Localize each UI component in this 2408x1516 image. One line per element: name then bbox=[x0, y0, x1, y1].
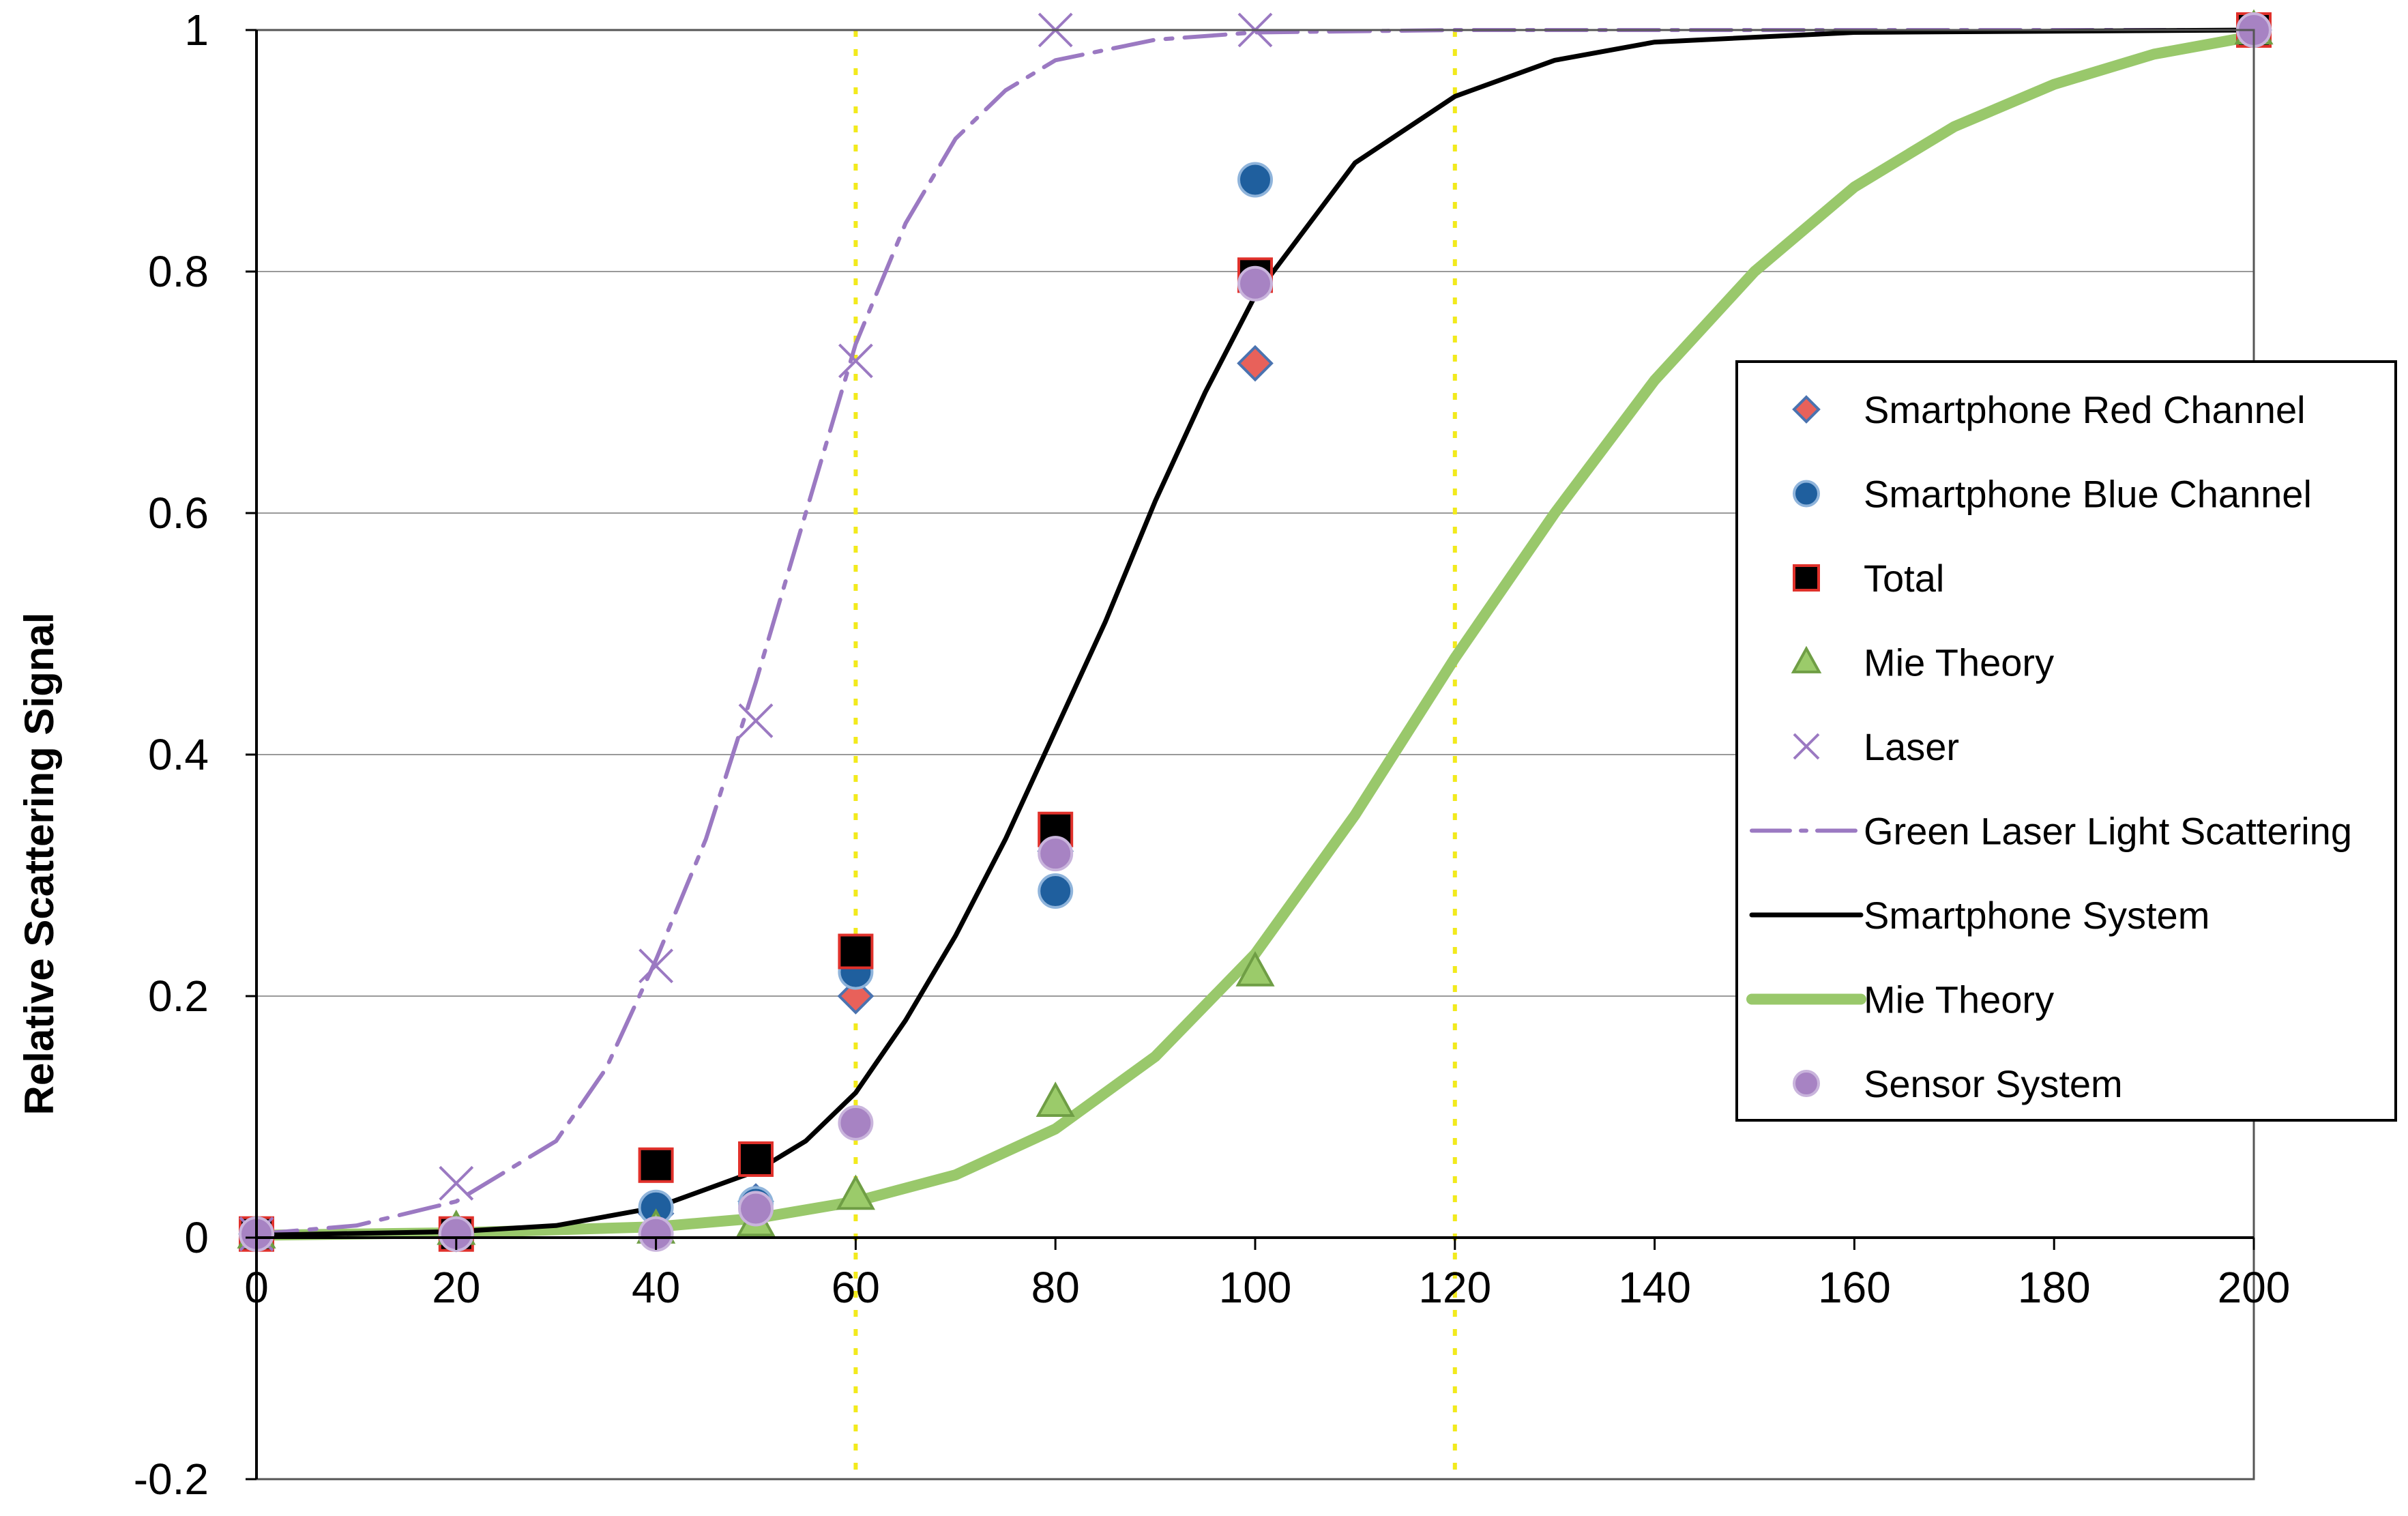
legend-symbol-total-2 bbox=[1793, 564, 1820, 592]
y-tick-label-6: 1 bbox=[184, 5, 209, 55]
legend-symbol-sensor-system-8 bbox=[1793, 1070, 1820, 1097]
point-sensor-system-8-5 bbox=[1038, 836, 1074, 872]
legend-symbol-laser-4-b bbox=[1793, 733, 1820, 760]
curve-green-laser-light-scattering-5 bbox=[254, 28, 2256, 1236]
legend-symbol-smartphone-red-channel-0 bbox=[1792, 395, 1821, 424]
point-smartphone-red-channel-0-4 bbox=[837, 978, 875, 1015]
legend-symbol-laser-4 bbox=[1793, 733, 1820, 760]
legend-label-mie-theory-7: Mie Theory bbox=[1864, 978, 2054, 1021]
legend-symbol-mie-theory-3 bbox=[1791, 645, 1822, 673]
legend-label-laser-4: Laser bbox=[1864, 725, 1959, 768]
point-laser-4-2-b bbox=[638, 948, 674, 984]
point-laser-4-2 bbox=[638, 948, 674, 984]
point-sensor-system-8-6 bbox=[1237, 265, 1273, 302]
point-total-2-4 bbox=[838, 933, 874, 970]
point-sensor-system-8-3 bbox=[738, 1191, 774, 1227]
point-mie-theory-3-5 bbox=[1036, 1081, 1075, 1117]
x-tick-label-0: 0 bbox=[244, 1263, 269, 1312]
y-tick-label-4: 0.6 bbox=[148, 489, 209, 538]
x-tick-label-3: 60 bbox=[832, 1263, 880, 1312]
point-laser-4-4-b bbox=[838, 343, 873, 379]
legend: Smartphone Red Channel Smartphone Blue Ch… bbox=[1735, 360, 2397, 1122]
x-tick-label-1: 20 bbox=[432, 1263, 480, 1312]
point-total-2-2 bbox=[638, 1147, 674, 1183]
point-laser-4-3-b bbox=[738, 703, 774, 738]
point-laser-4-1-b bbox=[439, 1165, 474, 1201]
y-tick-label-5: 0.8 bbox=[148, 247, 209, 296]
legend-symbol-smartphone-blue-channel-1 bbox=[1793, 480, 1820, 508]
y-tick-label-2: 0.2 bbox=[148, 972, 209, 1021]
point-smartphone-blue-channel-1-6 bbox=[1237, 162, 1273, 198]
point-sensor-system-8-2 bbox=[638, 1216, 674, 1252]
y-tick-label-1: 0 bbox=[184, 1213, 209, 1262]
legend-label-mie-theory-3: Mie Theory bbox=[1864, 641, 2054, 684]
legend-label-smartphone-blue-channel-1: Smartphone Blue Channel bbox=[1864, 473, 2312, 516]
point-mie-theory-3-4 bbox=[836, 1174, 875, 1210]
y-axis-label: Relative Scattering Signal bbox=[16, 613, 62, 1116]
legend-label-smartphone-red-channel-0: Smartphone Red Channel bbox=[1864, 388, 2306, 431]
point-total-2-3 bbox=[738, 1141, 774, 1177]
x-tick-label-10: 200 bbox=[2218, 1263, 2291, 1312]
x-tick-label-6: 120 bbox=[1418, 1263, 1491, 1312]
legend-label-green-laser-light-scattering-5: Green Laser Light Scattering bbox=[1864, 810, 2352, 853]
point-sensor-system-8-4 bbox=[838, 1105, 874, 1141]
x-tick-label-2: 40 bbox=[632, 1263, 680, 1312]
x-tick-label-8: 160 bbox=[1818, 1263, 1891, 1312]
y-tick-label-0: -0.2 bbox=[134, 1455, 209, 1504]
x-tick-label-5: 100 bbox=[1219, 1263, 1292, 1312]
point-laser-4-4 bbox=[838, 343, 873, 379]
point-smartphone-red-channel-0-6 bbox=[1237, 345, 1274, 382]
tick-labels: 0 20 40 60 80 100 120 140 160 180 200 -0.2 0 0.2 0.4 0.… bbox=[134, 5, 2291, 1504]
point-sensor-system-8-1 bbox=[438, 1216, 474, 1252]
curve-smartphone-system-6 bbox=[254, 27, 2257, 1238]
point-smartphone-blue-channel-1-5 bbox=[1038, 873, 1074, 909]
legend-label-total-2: Total bbox=[1864, 557, 1944, 600]
legend-label-sensor-system-8: Sensor System bbox=[1864, 1062, 2123, 1105]
point-laser-4-3 bbox=[738, 703, 774, 738]
y-tick-label-3: 0.4 bbox=[148, 730, 209, 779]
point-mie-theory-3-6 bbox=[1235, 951, 1275, 987]
legend-label-smartphone-system-6: Smartphone System bbox=[1864, 894, 2209, 937]
point-laser-4-1 bbox=[439, 1165, 474, 1201]
x-tick-label-7: 140 bbox=[1618, 1263, 1691, 1312]
x-tick-label-9: 180 bbox=[2018, 1263, 2091, 1312]
x-tick-label-4: 80 bbox=[1031, 1263, 1080, 1312]
